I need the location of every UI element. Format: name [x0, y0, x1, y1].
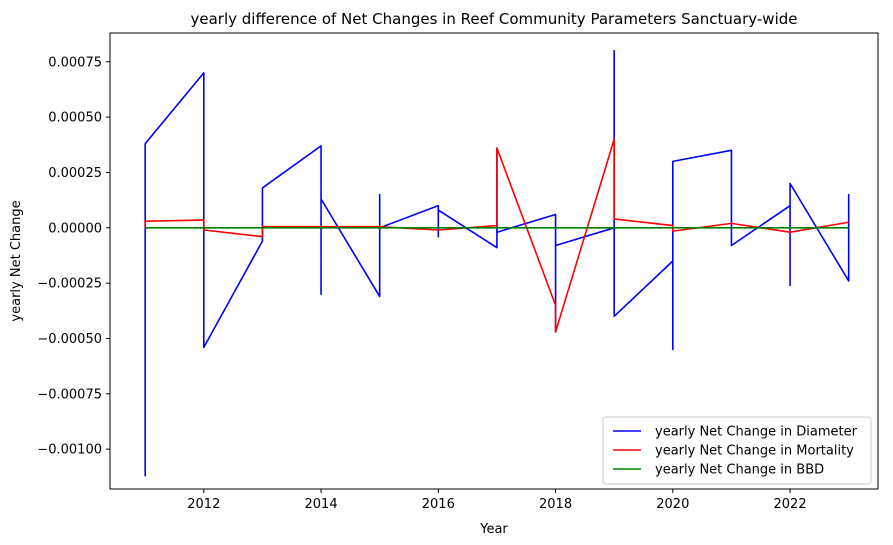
x-axis-label: Year	[479, 522, 508, 537]
series-layer	[144, 49, 850, 477]
y-axis: −0.00100 −0.00075 −0.00050 −0.00025 0.00000 0…	[37, 55, 110, 458]
y-tick-label: −0.00025	[37, 277, 102, 292]
x-tick-label: 2012	[187, 497, 220, 512]
x-tick-label: 2016	[422, 497, 455, 512]
series-line-1	[144, 138, 849, 333]
y-tick-label: 0.00000	[48, 221, 102, 236]
x-tick-label: 2014	[305, 497, 338, 512]
legend-label-mortality: yearly Net Change in Mortality	[655, 444, 854, 459]
plot-frame	[109, 32, 879, 490]
y-tick-label: 0.00075	[48, 55, 102, 70]
y-tick-label: −0.00100	[37, 443, 102, 458]
chart-title: yearly difference of Net Changes in Reef…	[190, 10, 797, 28]
y-axis-label: yearly Net Change	[9, 200, 24, 321]
x-axis: 2012 2014 2016 2018 2020 2022	[187, 489, 807, 512]
legend-box	[602, 416, 872, 485]
x-tick-label: 2022	[774, 497, 807, 512]
x-tick-label: 2018	[539, 497, 572, 512]
y-tick-label: 0.00050	[48, 111, 102, 126]
y-tick-label: −0.00075	[37, 387, 102, 402]
x-tick-label: 2020	[656, 497, 689, 512]
legend: yearly Net Change in Diameter yearly Net…	[602, 416, 872, 485]
legend-label-bbd: yearly Net Change in BBD	[655, 463, 824, 478]
legend-label-diameter: yearly Net Change in Diameter	[655, 425, 858, 440]
y-tick-label: 0.00025	[48, 166, 102, 181]
y-tick-label: −0.00050	[37, 332, 102, 347]
